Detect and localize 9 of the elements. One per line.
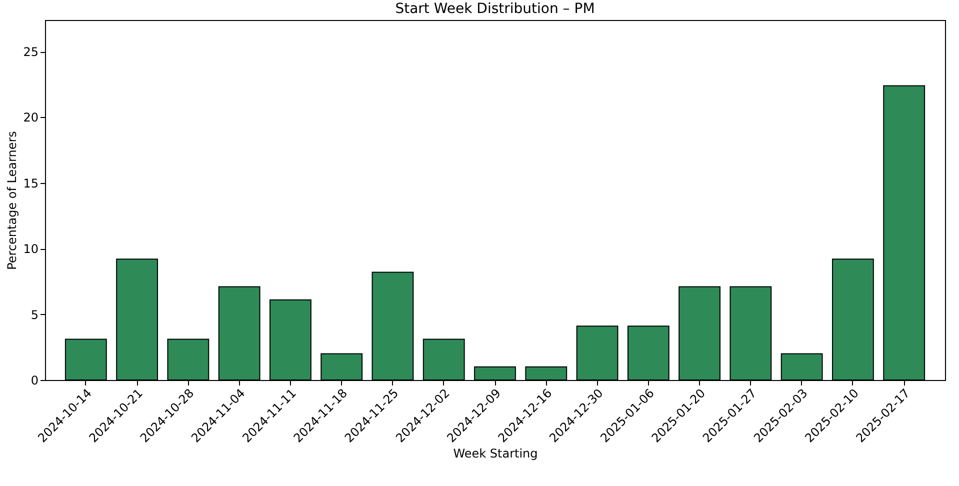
y-tick-label: 15	[23, 176, 38, 190]
chart-title: Start Week Distribution – PM	[395, 1, 595, 17]
y-axis-title: Percentage of Learners	[5, 131, 20, 270]
x-axis-title: Week Starting	[453, 446, 538, 461]
y-tick-label: 10	[23, 242, 38, 256]
y-tick-label: 0	[30, 374, 38, 388]
y-tick-label: 5	[30, 308, 38, 322]
y-tick-label: 20	[23, 110, 38, 125]
y-tick-label: 25	[23, 45, 38, 60]
